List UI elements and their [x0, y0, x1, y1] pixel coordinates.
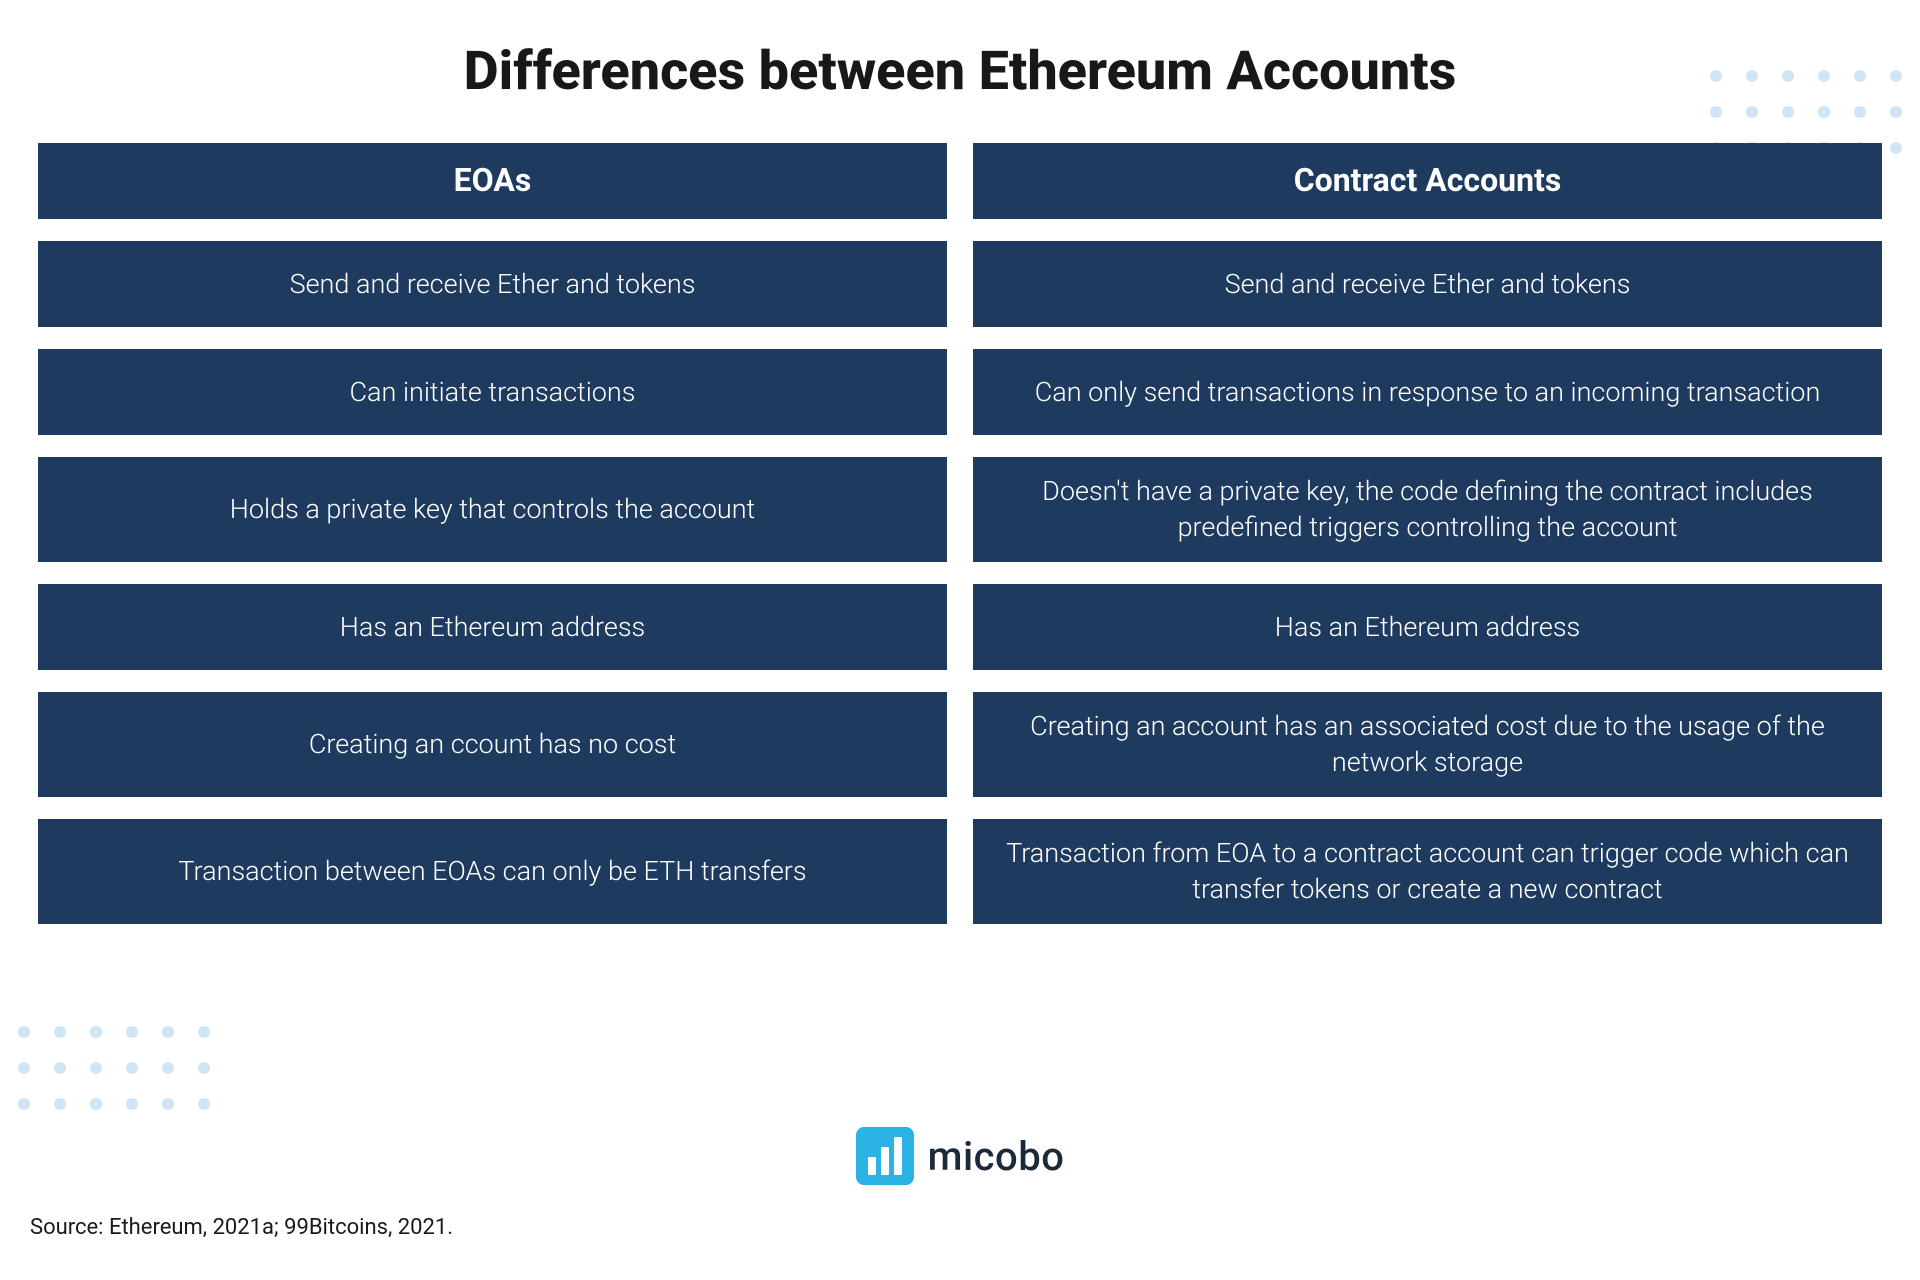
decorative-dot — [1710, 106, 1722, 118]
decorative-dot — [1890, 142, 1902, 154]
decorative-dot — [198, 1026, 210, 1038]
table-cell: Creating an ccount has no cost — [38, 692, 947, 797]
bar-chart-icon — [856, 1127, 914, 1185]
column-header-contract-accounts: Contract Accounts — [973, 143, 1882, 219]
decorative-dot — [90, 1026, 102, 1038]
logo-text: micobo — [928, 1133, 1065, 1180]
decorative-dots-bottom-left — [0, 1026, 210, 1110]
page-title: Differences between Ethereum Accounts — [30, 40, 1890, 103]
column-header-eoas: EOAs — [38, 143, 947, 219]
decorative-dot — [126, 1026, 138, 1038]
comparison-table: EOAs Contract Accounts Send and receive … — [30, 143, 1890, 924]
decorative-dot — [1854, 106, 1866, 118]
decorative-dot — [18, 1062, 30, 1074]
table-cell: Doesn't have a private key, the code def… — [973, 457, 1882, 562]
infographic-canvas: Differences between Ethereum Accounts EO… — [0, 0, 1920, 1280]
table-cell: Transaction between EOAs can only be ETH… — [38, 819, 947, 924]
decorative-dot — [198, 1062, 210, 1074]
decorative-dot — [162, 1026, 174, 1038]
logo-bar — [868, 1157, 876, 1175]
source-citation: Source: Ethereum, 2021a; 99Bitcoins, 202… — [30, 1215, 1890, 1240]
decorative-dot — [1746, 106, 1758, 118]
logo-bar — [881, 1147, 889, 1175]
decorative-dot — [90, 1062, 102, 1074]
table-cell: Holds a private key that controls the ac… — [38, 457, 947, 562]
decorative-dot — [126, 1062, 138, 1074]
decorative-dot — [54, 1026, 66, 1038]
decorative-dot — [1818, 106, 1830, 118]
decorative-dot — [1890, 106, 1902, 118]
decorative-dot — [18, 1098, 30, 1110]
footer: micobo Source: Ethereum, 2021a; 99Bitcoi… — [30, 1099, 1890, 1240]
table-cell: Send and receive Ether and tokens — [973, 241, 1882, 327]
table-cell: Transaction from EOA to a contract accou… — [973, 819, 1882, 924]
table-cell: Can initiate transactions — [38, 349, 947, 435]
table-cell: Has an Ethereum address — [38, 584, 947, 670]
table-cell: Can only send transactions in response t… — [973, 349, 1882, 435]
decorative-dot — [18, 1026, 30, 1038]
table-cell: Send and receive Ether and tokens — [38, 241, 947, 327]
table-cell: Creating an account has an associated co… — [973, 692, 1882, 797]
decorative-dot — [54, 1062, 66, 1074]
table-cell: Has an Ethereum address — [973, 584, 1882, 670]
decorative-dot — [1890, 70, 1902, 82]
decorative-dot — [162, 1062, 174, 1074]
decorative-dot — [1782, 106, 1794, 118]
logo-bar — [894, 1137, 902, 1175]
logo: micobo — [30, 1127, 1890, 1185]
